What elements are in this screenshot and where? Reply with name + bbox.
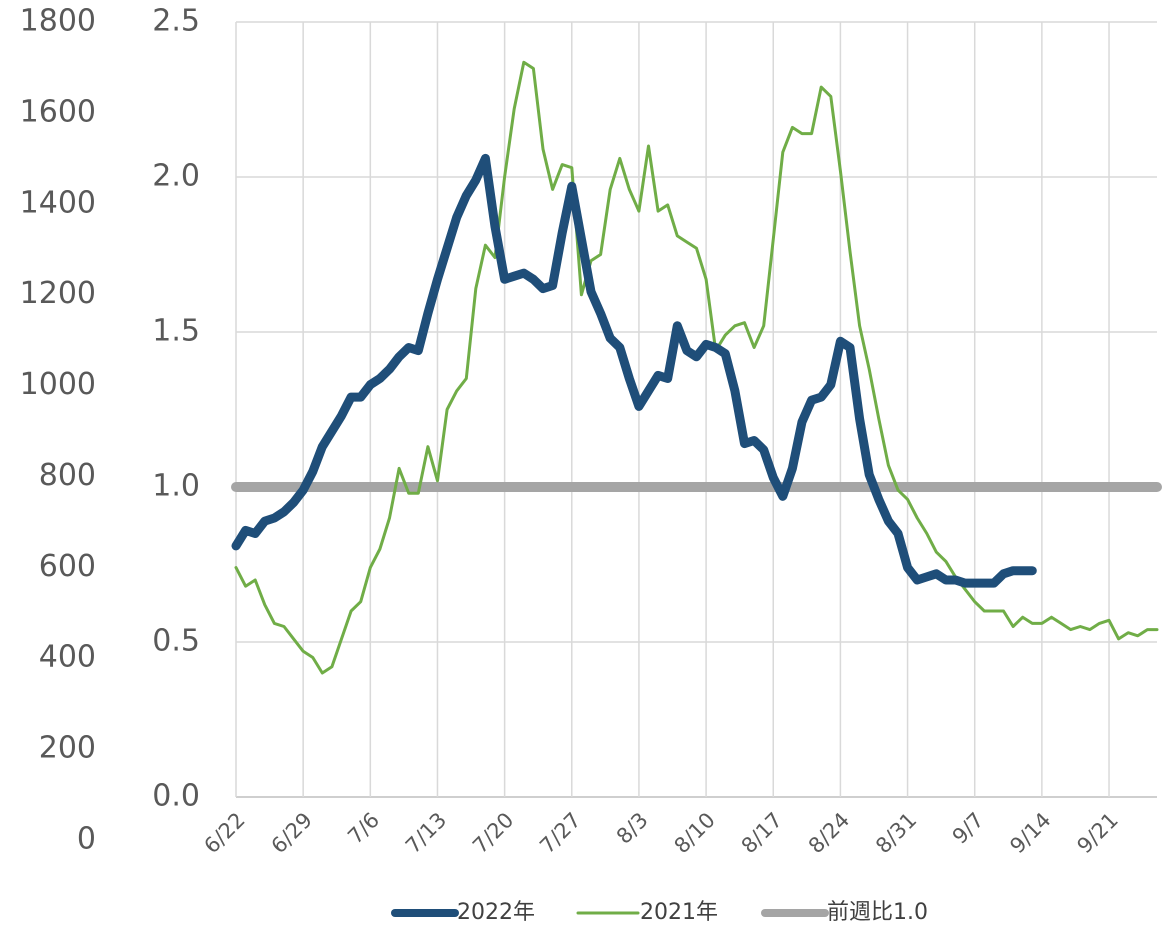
y-tick-label: 400 xyxy=(39,640,96,675)
y2-tick-label: 2.0 xyxy=(152,159,200,194)
y2-tick-label: 1.0 xyxy=(152,469,200,504)
y2-tick-label: 0.0 xyxy=(152,779,200,814)
y2-tick-label: 1.5 xyxy=(152,314,200,349)
y-tick-label: 200 xyxy=(39,731,96,766)
x-tick-label: 8/31 xyxy=(871,808,921,858)
y2-tick-label: 2.5 xyxy=(152,4,200,39)
legend-label: 2021年 xyxy=(640,900,718,925)
legend-label: 前週比1.0 xyxy=(827,900,928,925)
x-tick-label: 8/17 xyxy=(737,808,787,858)
y-tick-label: 1200 xyxy=(20,276,96,311)
x-tick-label: 7/6 xyxy=(343,808,384,849)
y-tick-label: 1400 xyxy=(20,185,96,220)
x-tick-label: 7/27 xyxy=(535,808,585,858)
x-tick-label: 8/24 xyxy=(804,808,854,858)
y2-tick-label: 0.5 xyxy=(152,624,200,659)
x-tick-label: 9/14 xyxy=(1005,808,1055,858)
x-tick-label: 6/22 xyxy=(199,808,249,858)
line xyxy=(234,60,1159,675)
y-tick-label: 1000 xyxy=(20,367,96,402)
line xyxy=(231,153,1037,588)
x-tick-label: 7/13 xyxy=(401,808,451,858)
legend-label: 2022年 xyxy=(457,900,535,925)
x-tick-label: 9/7 xyxy=(948,808,989,849)
x-tick-label: 9/21 xyxy=(1072,808,1122,858)
x-tick-label: 6/29 xyxy=(267,808,317,858)
y-tick-label: 600 xyxy=(39,549,96,584)
y-tick-label: 800 xyxy=(39,458,96,493)
x-tick-label: 7/20 xyxy=(468,808,518,858)
x-tick-label: 8/10 xyxy=(670,808,720,858)
y-tick-label: 0 xyxy=(77,822,96,857)
x-tick-label: 8/3 xyxy=(612,808,653,849)
y-tick-label: 1800 xyxy=(20,4,96,39)
y-tick-label: 1600 xyxy=(20,94,96,129)
